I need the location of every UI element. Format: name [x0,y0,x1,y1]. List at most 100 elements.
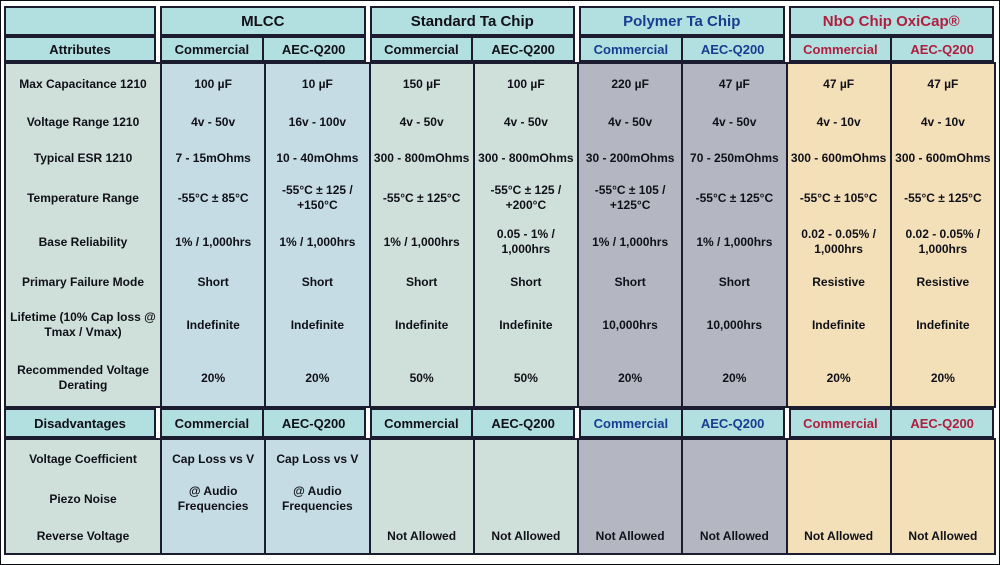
value-cell: 1% / 1,000hrs [681,220,786,264]
disheader-nbo-oxicap: Commercial AEC-Q200 [788,408,994,438]
subheader-mlcc: Commercial AEC-Q200 [160,36,366,62]
subheader-nbo-oxicap: Commercial AEC-Q200 [788,36,994,62]
value-cell [785,479,890,519]
value-cell: 50% [368,350,473,406]
disadvantages-header: Disadvantages [4,408,156,438]
subheader-row: Attributes Commercial AEC-Q200 Commercia… [4,36,996,62]
value-cell: 47 µF [889,64,994,104]
subheader-nbo-aecq200: AEC-Q200 [890,38,992,60]
row-label: Recommended Voltage Derating [6,350,160,406]
value-cell: 100 µF [472,64,577,104]
value-cell: Indefinite [264,300,369,350]
value-cell: @ Audio Frequencies [160,479,265,519]
row-label: Base Reliability [6,220,160,264]
row-label: Lifetime (10% Cap loss @ Tmax / Vmax) [6,300,160,350]
row-label: Voltage Range 1210 [6,104,160,140]
disheader-mlcc: Commercial AEC-Q200 [160,408,366,438]
value-cell: 1% / 1,000hrs [264,220,369,264]
value-cell: 100 µF [160,64,265,104]
value-cell [889,440,994,479]
value-cell: 220 µF [577,64,682,104]
value-cell: 4v - 50v [681,104,786,140]
value-cell: 20% [264,350,369,406]
disheader-polymer-ta: Commercial AEC-Q200 [579,408,785,438]
row-label: Voltage Coefficient [6,440,160,479]
subheader-mlcc-aecq200: AEC-Q200 [261,38,364,60]
disheader-mlcc-commercial: Commercial [174,415,250,431]
value-cell: 20% [160,350,265,406]
group-header-nbo-oxicap: NbO Chip OxiCap® [788,6,994,36]
attributes-header: Attributes [4,36,156,62]
value-cell: 7 - 15mOhms [160,140,265,176]
value-cell: 1% / 1,000hrs [577,220,682,264]
row-label: Primary Failure Mode [6,264,160,300]
value-cell [785,440,890,479]
value-cell: Short [577,264,682,300]
group-header-mlcc: MLCC [160,6,366,36]
subheader-polymer-ta: Commercial AEC-Q200 [579,36,785,62]
value-cell: Not Allowed [889,519,994,553]
value-cell: 47 µF [681,64,786,104]
subheader-polymer-aecq200: AEC-Q200 [680,38,783,60]
disheader-standard-ta: Commercial AEC-Q200 [369,408,575,438]
value-cell: Not Allowed [472,519,577,553]
value-cell: -55°C ± 125°C [681,176,786,220]
value-cell: Short [681,264,786,300]
value-cell: 0.05 - 1% / 1,000hrs [472,220,577,264]
value-cell: -55°C ± 125 / +200°C [472,176,577,220]
group-header-standard-ta: Standard Ta Chip [369,6,575,36]
value-cell: 70 - 250mOhms [681,140,786,176]
value-cell: 4v - 50v [368,104,473,140]
subheader-nbo-commercial: Commercial [803,41,878,57]
value-cell: Short [160,264,265,300]
value-cell: @ Audio Frequencies [264,479,369,519]
value-cell [472,440,577,479]
value-cell: Short [472,264,577,300]
group-header-polymer-ta: Polymer Ta Chip [579,6,785,36]
value-cell [681,479,786,519]
value-cell: Indefinite [889,300,994,350]
subheader-standard-aecq200: AEC-Q200 [471,38,573,60]
value-cell: 47 µF [785,64,890,104]
value-cell: 300 - 600mOhms [785,140,890,176]
value-cell: Indefinite [160,300,265,350]
subheader-mlcc-commercial: Commercial [174,41,250,57]
disheader-nbo-commercial: Commercial [803,415,878,431]
value-cell: 20% [785,350,890,406]
value-cell: 50% [472,350,577,406]
value-cell [472,479,577,519]
value-cell: 1% / 1,000hrs [368,220,473,264]
value-cell: 20% [681,350,786,406]
value-cell [681,440,786,479]
disheader-standard-aecq200: AEC-Q200 [471,410,573,436]
value-cell: Not Allowed [785,519,890,553]
value-cell: 4v - 50v [577,104,682,140]
value-cell: 10,000hrs [681,300,786,350]
row-label: Reverse Voltage [6,519,160,553]
value-cell: Indefinite [472,300,577,350]
row-label: Temperature Range [6,176,160,220]
row-label: Piezo Noise [6,479,160,519]
value-cell: 0.02 - 0.05% / 1,000hrs [889,220,994,264]
value-cell [368,479,473,519]
value-cell: Indefinite [785,300,890,350]
value-cell: -55°C ± 125°C [889,176,994,220]
subheader-polymer-commercial: Commercial [593,41,669,57]
disheader-polymer-aecq200: AEC-Q200 [680,410,783,436]
value-cell: 4v - 50v [160,104,265,140]
value-cell: 10 - 40mOhms [264,140,369,176]
value-cell: 300 - 800mOhms [472,140,577,176]
value-cell [577,440,682,479]
value-cell: -55°C ± 125 / +150°C [264,176,369,220]
value-cell: 4v - 10v [785,104,890,140]
value-cell: 300 - 600mOhms [889,140,994,176]
value-cell [368,440,473,479]
group-header-row: MLCC Standard Ta Chip Polymer Ta Chip Nb… [4,6,996,36]
value-cell: -55°C ± 85°C [160,176,265,220]
value-cell: 20% [577,350,682,406]
value-cell: 20% [889,350,994,406]
value-cell: 1% / 1,000hrs [160,220,265,264]
value-cell: Cap Loss vs V [264,440,369,479]
disheader-polymer-commercial: Commercial [593,415,669,431]
